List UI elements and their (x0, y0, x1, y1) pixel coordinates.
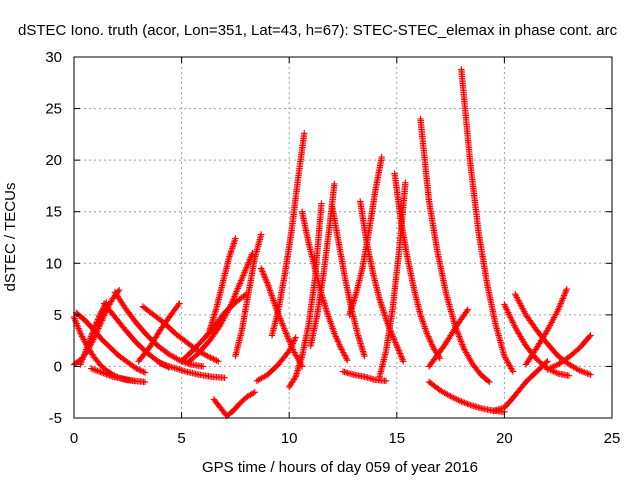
series-10 (156, 360, 228, 381)
series-3-points (77, 299, 110, 368)
series-25 (376, 179, 409, 380)
series-8 (135, 300, 183, 365)
series-4-points (88, 365, 149, 386)
series-27-points (417, 115, 493, 386)
axis-ticks: 0 5 10 15 20 25 -5 0 5 10 15 20 25 30 (45, 49, 620, 447)
x-tick-label-1: 5 (177, 430, 185, 447)
series-33-points (522, 285, 570, 368)
series-17-points (268, 130, 308, 339)
x-tick-label-0: 0 (70, 430, 78, 447)
y-axis-label: dSTEC / TECUs (2, 183, 19, 292)
series-34-points (544, 332, 594, 373)
series-35 (425, 306, 471, 370)
series-30-points (490, 358, 551, 414)
y-tick-label-4: 15 (45, 204, 62, 221)
y-tick-label-6: 25 (45, 101, 62, 118)
x-axis-label: GPS time / hours of day 059 of year 2016 (202, 459, 478, 476)
series-8-points (135, 300, 183, 365)
series-2-points (73, 309, 149, 376)
series-14-points (232, 231, 265, 360)
x-tick-label-3: 15 (388, 430, 405, 447)
series-33 (522, 285, 570, 368)
y-tick-label-0: -5 (49, 410, 62, 427)
y-tick-label-1: 0 (54, 358, 62, 375)
series-20 (307, 180, 338, 349)
series-30 (490, 358, 551, 414)
series-12-points (206, 235, 239, 334)
series-11-points (184, 249, 256, 366)
series-22-points (339, 368, 390, 385)
series-17 (268, 130, 308, 339)
y-tick-label-5: 20 (45, 152, 62, 169)
series-34 (544, 332, 594, 373)
series-12 (206, 235, 239, 334)
series-2 (73, 309, 149, 376)
series-5-points (100, 300, 172, 371)
series-27 (417, 115, 493, 386)
series-13 (210, 389, 258, 420)
series-26 (391, 170, 443, 362)
series-26-points (391, 170, 443, 362)
series-29-points (458, 66, 517, 375)
x-tick-label-4: 20 (496, 430, 513, 447)
series-14 (232, 231, 265, 360)
series-9 (178, 291, 250, 365)
series-6 (111, 289, 207, 370)
series-10-points (156, 360, 228, 381)
series-29 (458, 66, 517, 375)
series-11 (184, 249, 256, 366)
x-tick-label-5: 25 (604, 430, 621, 447)
grid-lines (74, 57, 612, 418)
series-35-points (425, 306, 471, 370)
series-4 (88, 365, 149, 386)
series-25-points (376, 179, 409, 380)
y-tick-label-7: 30 (45, 49, 62, 66)
series-6-points (111, 289, 207, 370)
series-9-points (178, 291, 250, 365)
data-marks (70, 66, 594, 420)
x-tick-label-2: 10 (281, 430, 298, 447)
y-tick-label-2: 5 (54, 307, 62, 324)
series-13-points (210, 389, 258, 420)
series-22 (339, 368, 390, 385)
series-20-points (307, 180, 338, 349)
chart-title: dSTEC Iono. truth (acor, Lon=351, Lat=43… (18, 22, 618, 39)
plot-frame (73, 56, 613, 419)
series-3 (77, 299, 110, 368)
y-tick-label-3: 10 (45, 255, 62, 272)
series-5 (100, 300, 172, 371)
